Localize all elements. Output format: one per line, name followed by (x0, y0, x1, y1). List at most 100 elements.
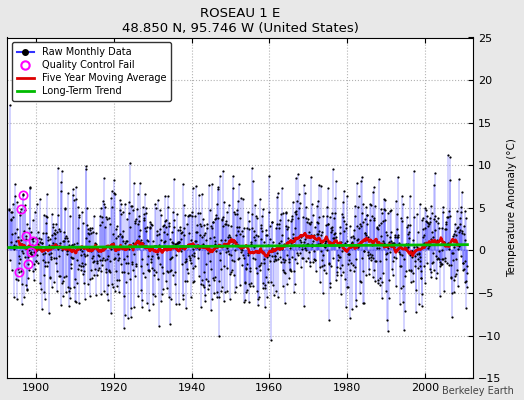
Point (416, 200, 424, 207)
Point (270, 256, 279, 262)
Point (244, 250, 253, 256)
Point (169, 240, 177, 246)
Point (344, 284, 352, 291)
Point (300, 189, 309, 196)
Point (386, 234, 395, 240)
Point (140, 211, 148, 218)
Point (308, 243, 316, 250)
Point (408, 254, 416, 261)
Point (178, 245, 186, 251)
Point (383, 249, 391, 256)
Point (68, 242, 76, 248)
Point (227, 256, 236, 263)
Point (7, 216, 15, 222)
Point (138, 270, 147, 276)
Point (305, 220, 314, 227)
Point (116, 206, 125, 213)
Point (198, 191, 206, 197)
Point (395, 240, 403, 246)
Point (101, 204, 110, 210)
Point (347, 241, 356, 247)
Point (436, 263, 444, 270)
Point (77, 267, 85, 273)
Point (48, 224, 57, 230)
Point (8, 209, 16, 216)
Point (212, 214, 220, 221)
Point (196, 210, 204, 216)
Point (280, 257, 289, 263)
Point (57, 301, 66, 308)
Point (297, 239, 305, 246)
Point (194, 242, 202, 248)
Point (441, 258, 449, 264)
Point (364, 249, 372, 256)
Point (50, 229, 58, 236)
Point (203, 221, 211, 228)
Point (160, 217, 169, 224)
Point (150, 293, 159, 300)
Point (30, 249, 38, 255)
Point (351, 264, 359, 270)
Point (440, 287, 449, 294)
Point (49, 279, 58, 285)
Point (452, 232, 460, 238)
Point (71, 244, 80, 250)
Point (358, 174, 366, 180)
Point (125, 198, 133, 205)
Point (280, 259, 288, 266)
Point (151, 201, 159, 207)
Point (61, 273, 70, 279)
Point (341, 276, 350, 282)
Point (331, 230, 340, 236)
Point (170, 175, 178, 182)
Point (213, 289, 221, 295)
Point (236, 231, 244, 237)
Point (382, 288, 390, 294)
Point (291, 209, 300, 215)
Point (126, 304, 135, 311)
Point (8, 244, 17, 250)
Point (427, 236, 435, 242)
Point (391, 234, 399, 240)
Point (10, 294, 18, 300)
Point (125, 246, 133, 252)
Point (97, 257, 106, 264)
Point (285, 256, 293, 262)
Point (103, 282, 112, 288)
Point (218, 216, 226, 222)
Point (379, 240, 388, 246)
Point (88, 254, 96, 261)
Point (320, 262, 329, 268)
Point (211, 216, 220, 222)
Point (343, 283, 352, 290)
Point (463, 270, 471, 276)
Point (432, 218, 441, 224)
Point (132, 263, 140, 270)
Point (21, 254, 29, 260)
Point (322, 270, 331, 277)
Point (463, 263, 471, 270)
Point (190, 253, 198, 260)
Point (167, 295, 176, 302)
Point (86, 226, 95, 233)
Point (408, 248, 416, 254)
Point (37, 246, 45, 252)
Point (438, 260, 446, 267)
Point (223, 208, 232, 215)
Point (417, 275, 425, 282)
Point (156, 207, 164, 214)
Title: ROSEAU 1 E
48.850 N, 95.746 W (United States): ROSEAU 1 E 48.850 N, 95.746 W (United St… (122, 7, 358, 35)
Point (290, 288, 298, 295)
Point (121, 240, 129, 246)
Point (52, 268, 61, 274)
Point (230, 272, 238, 278)
Point (366, 217, 374, 223)
Point (159, 222, 168, 229)
Point (454, 243, 463, 249)
Point (397, 215, 406, 222)
Point (135, 233, 143, 240)
Point (59, 278, 67, 284)
Point (74, 266, 82, 272)
Point (185, 254, 194, 261)
Point (394, 211, 402, 217)
